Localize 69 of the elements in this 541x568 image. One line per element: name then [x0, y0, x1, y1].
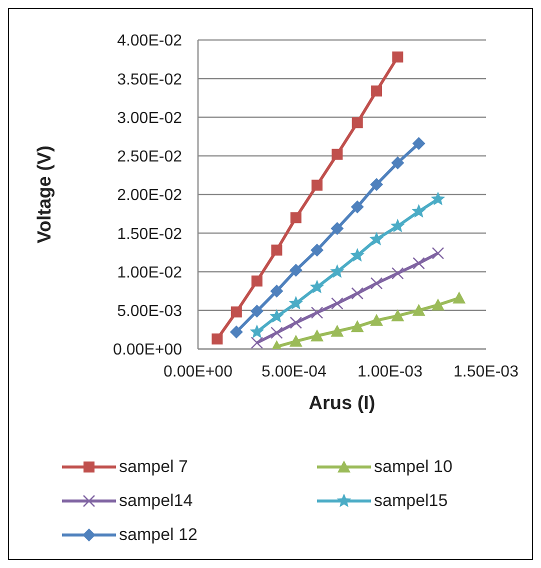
point [392, 267, 404, 280]
point [270, 309, 284, 323]
point [330, 324, 344, 337]
legend-label: sampel 10 [374, 457, 452, 477]
point [310, 244, 324, 257]
point [391, 309, 404, 322]
point [290, 316, 302, 329]
point [332, 148, 343, 160]
point [350, 248, 364, 262]
point [412, 257, 425, 270]
point [351, 287, 364, 300]
point [369, 232, 384, 246]
legend-label: sampel14 [119, 491, 193, 511]
y-tick-label: 3.50E-02 [117, 71, 182, 88]
point [412, 204, 426, 218]
y-tick-label: 2.50E-02 [117, 148, 182, 166]
legend-label: sampel 7 [119, 457, 188, 477]
point [412, 137, 426, 150]
point [271, 244, 282, 256]
point [371, 85, 382, 96]
point [310, 329, 324, 342]
point [288, 296, 304, 310]
point [331, 297, 344, 310]
point [392, 51, 404, 62]
x-tick-label: 1.50E-03 [454, 363, 519, 380]
y-tick-label: 2.00E-02 [117, 187, 182, 204]
point [350, 320, 364, 332]
x-axis-title: Arus (I) [308, 393, 376, 414]
point [370, 178, 384, 191]
point [289, 264, 302, 277]
point [270, 326, 283, 339]
y-tick-label: 5.00E-03 [117, 303, 182, 320]
point [230, 326, 243, 339]
x-tick-label: 1.00E-03 [358, 363, 423, 380]
y-tick-label: 3.00E-02 [117, 110, 182, 127]
y-tick-label: 1.00E-02 [117, 264, 182, 282]
x-tick-label: 5.00E-04 [262, 363, 327, 380]
point [310, 280, 324, 294]
point [330, 222, 344, 235]
point [432, 298, 444, 310]
point [270, 284, 284, 298]
x-tick-label: 0.00E+00 [164, 363, 233, 380]
point [452, 292, 466, 304]
y-tick-label: 4.00E-02 [117, 32, 182, 50]
point [370, 277, 383, 290]
point [290, 212, 302, 224]
point [250, 304, 264, 318]
point [412, 304, 426, 316]
point [312, 180, 323, 191]
point [391, 156, 404, 170]
point [250, 336, 264, 349]
legend-label: sampel 12 [119, 525, 198, 545]
y-tick-label: 1.50E-02 [117, 226, 182, 243]
point [432, 247, 444, 260]
legend-label: sampel15 [374, 491, 448, 511]
point [370, 314, 384, 326]
point [251, 276, 262, 287]
point [289, 334, 302, 347]
point [310, 306, 324, 319]
point [330, 264, 344, 278]
point [212, 333, 223, 344]
point [230, 306, 242, 318]
point [390, 218, 405, 232]
point [350, 200, 364, 214]
y-axis-title: Voltage (V) [34, 146, 56, 244]
point [352, 117, 363, 128]
y-tick-label: 0.00E+00 [113, 342, 182, 359]
point [250, 324, 264, 338]
point [430, 192, 446, 206]
